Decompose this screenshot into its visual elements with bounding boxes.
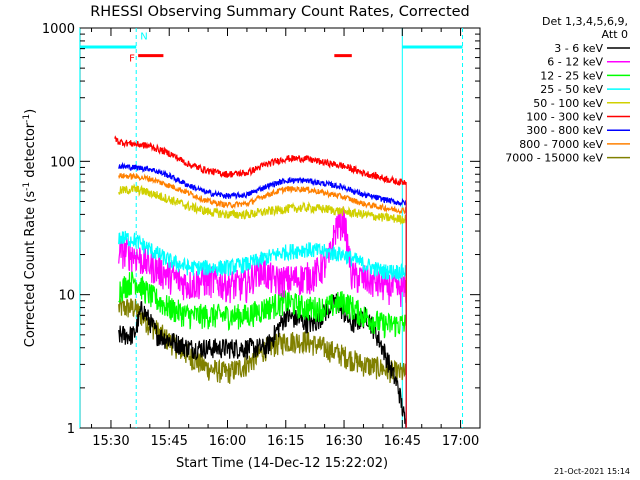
legend-label-0: 3 - 6 keV	[554, 42, 603, 55]
series-4-line	[118, 183, 407, 225]
plot-frame	[79, 27, 481, 429]
axes: 15:30 15:45 16:00 16:15 16:30 16:45 17:00 1 10 10…	[42, 22, 480, 449]
legend-label-1: 6 - 12 keV	[547, 56, 603, 69]
footer-timestamp: 21-Oct-2021 15:14	[554, 467, 630, 476]
legend-label-5: 100 - 300 keV	[526, 111, 603, 124]
legend-header-line-1: Det 1,3,4,5,6,9,	[542, 15, 628, 28]
x-tick-label-3: 16:15	[267, 434, 304, 449]
x-tick-label-2: 16:00	[209, 434, 246, 449]
legend-label-7: 800 - 7000 keV	[519, 138, 603, 151]
series-3-line	[118, 230, 407, 282]
plot-area	[79, 27, 481, 429]
x-tick-label-0: 15:30	[92, 434, 129, 449]
legend-header-line-2: Att 0	[602, 28, 628, 41]
x-tick-label-6: 17:00	[442, 434, 479, 449]
series-7-line	[118, 172, 407, 216]
series-layer	[114, 135, 407, 429]
night-label: N	[140, 31, 147, 42]
series-2-line	[118, 270, 407, 339]
x-axis-label: Start Time (14-Dec-12 15:22:02)	[176, 456, 388, 471]
series-0-line	[118, 293, 407, 429]
y-tick-label-2: 100	[50, 155, 75, 170]
legend-label-2: 12 - 25 keV	[540, 69, 603, 82]
legend-label-3: 25 - 50 keV	[540, 83, 603, 96]
x-tick-label-5: 16:45	[384, 434, 421, 449]
chart-title: RHESSI Observing Summary Count Rates, Co…	[90, 4, 470, 20]
legend-label-4: 50 - 100 keV	[533, 97, 603, 110]
y-tick-label-1: 10	[58, 289, 75, 304]
y-tick-label-0: 1	[67, 422, 75, 437]
annotation-layer: NF	[79, 28, 464, 428]
y-axis-label: Corrected Count Rate (s-1 detector-1)	[22, 109, 38, 347]
series-5-line	[114, 135, 407, 186]
flare-label: F	[129, 54, 135, 65]
x-tick-label-4: 16:30	[325, 434, 362, 449]
y-tick-label-3: 1000	[42, 22, 75, 37]
series-6-line	[118, 161, 407, 208]
series-1-line	[118, 206, 407, 308]
x-tick-label-1: 15:45	[150, 434, 187, 449]
legend-label-6: 300 - 800 keV	[526, 124, 603, 137]
legend-label-8: 7000 - 15000 keV	[505, 152, 603, 165]
